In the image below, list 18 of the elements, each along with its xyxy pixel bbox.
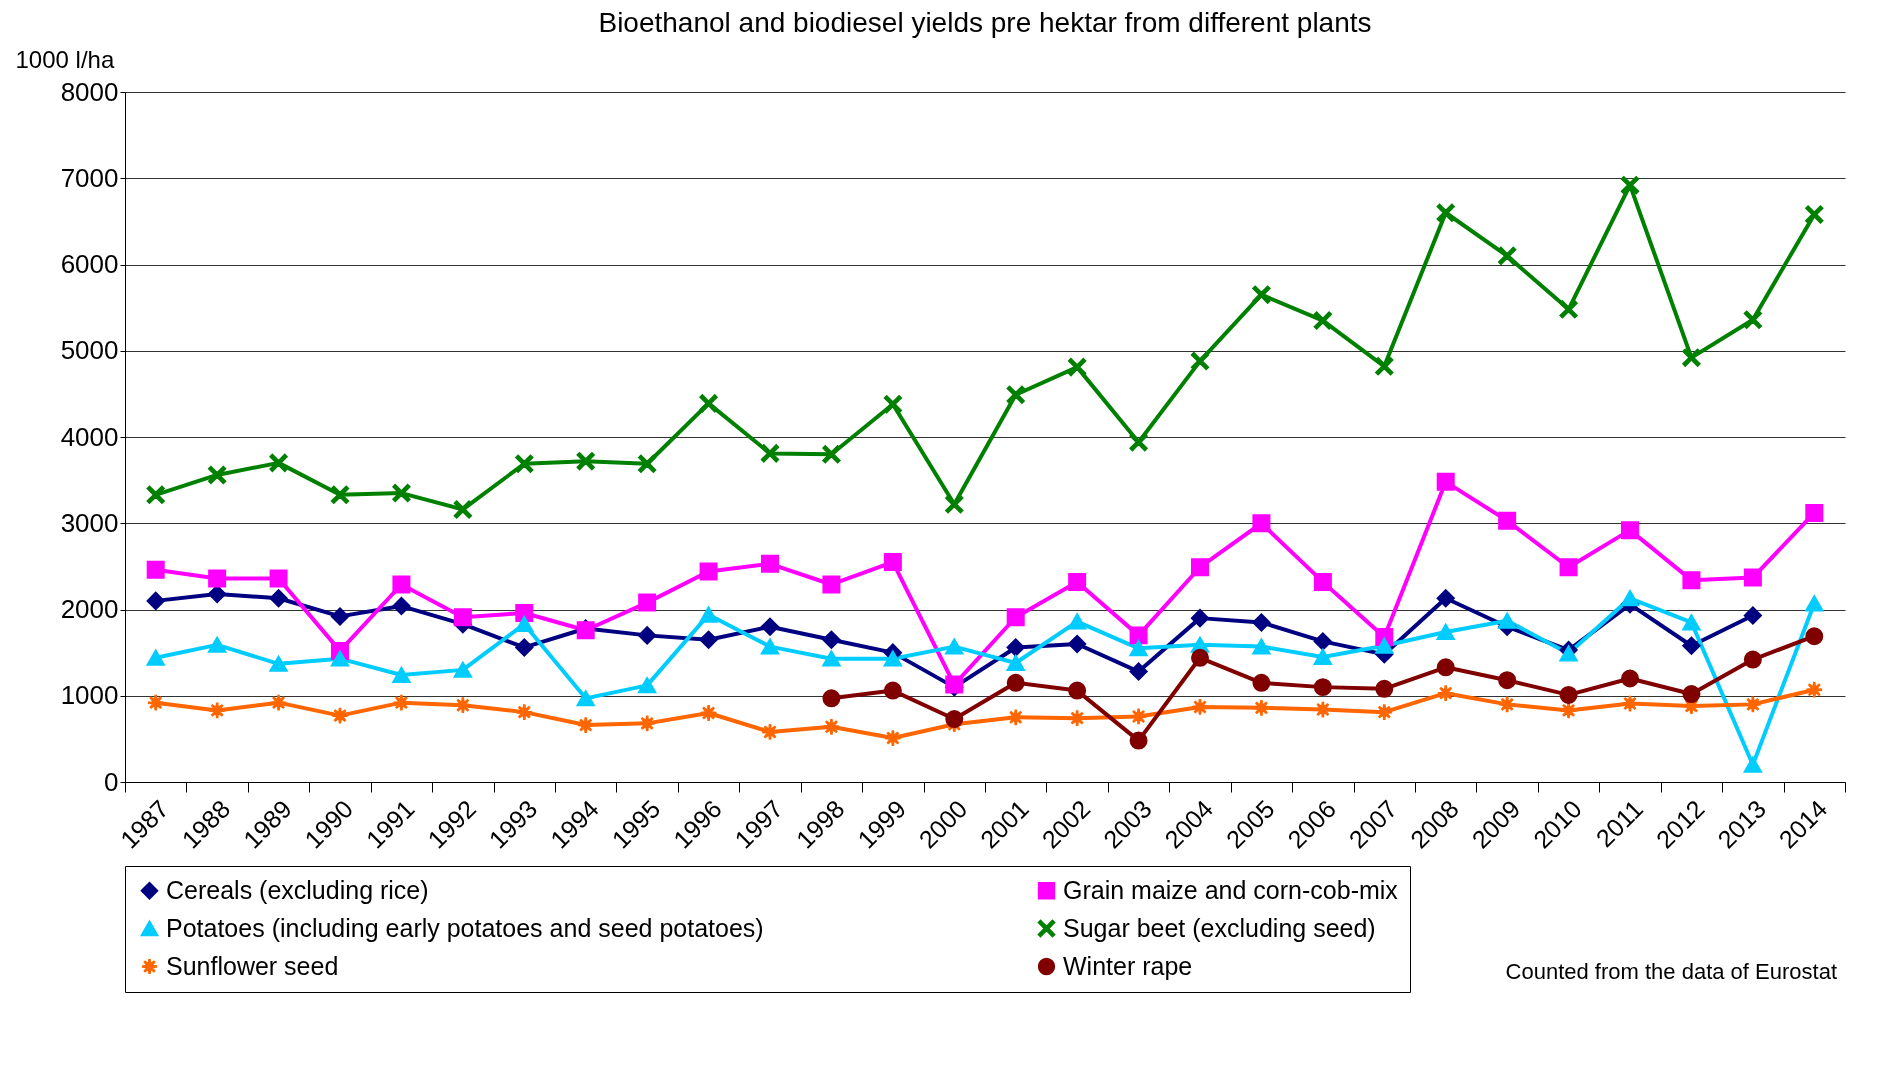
legend-label: Potatoes (including early potatoes and seed potatoes) [166,913,764,942]
legend-label: Sugar beet (excluding seed) [1063,913,1376,942]
y-tick-label: 6000 [60,249,119,279]
y-tick-label: 5000 [60,335,119,366]
legend-label: Cereals (excluding rice) [166,875,429,904]
chart-title: Bioethanol and biodiesel yields pre hektar from different plants [598,7,1372,38]
y-tick-label: 3000 [60,507,119,538]
y-tick-label: 7000 [60,162,119,193]
legend-label: Sunflower seed [166,951,339,980]
text: Counted from the data of Eurostat [1505,959,1837,984]
legend-label: Winter rape [1063,951,1193,980]
y-tick-label: 4000 [60,421,119,452]
y-tick-label: 8000 [60,76,119,107]
y-tick-label: 1000 [60,680,119,711]
y-axis-title: 1000 l/ha [15,45,115,73]
y-tick-label: 0 [104,766,119,797]
legend-label: Grain maize and corn-cob-mix [1063,875,1399,904]
y-tick-label: 2000 [60,594,119,624]
